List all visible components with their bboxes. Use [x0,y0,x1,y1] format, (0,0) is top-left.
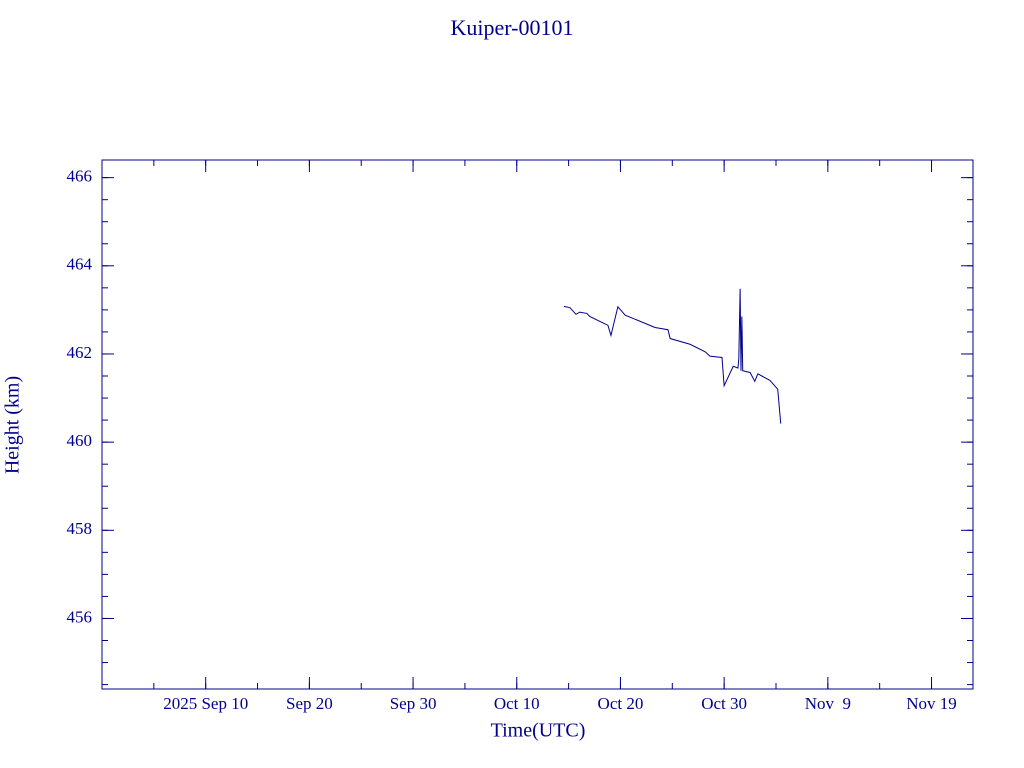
y-tick-label: 456 [67,607,93,626]
y-tick-label: 464 [67,255,93,274]
y-tick-label: 466 [67,167,93,186]
y-tick-label: 460 [67,431,93,450]
x-axis-label: Time(UTC) [491,720,586,742]
x-tick-label: Oct 10 [494,694,540,713]
x-tick-label: Oct 30 [701,694,747,713]
x-tick-label: Nov 19 [906,694,957,713]
y-tick-label: 458 [67,519,93,538]
plot-frame [101,159,974,690]
chart-title: Kuiper-00101 [451,15,574,40]
y-axis-label: Height (km) [2,376,24,474]
x-tick-label: Sep 20 [286,694,333,713]
x-tick-label: Sep 30 [390,694,437,713]
x-tick-label: 2025 Sep 10 [163,694,248,713]
y-tick-label: 462 [67,343,93,362]
x-tick-label: Nov 9 [805,694,851,713]
x-tick-label: Oct 20 [598,694,644,713]
data-line [563,288,782,424]
